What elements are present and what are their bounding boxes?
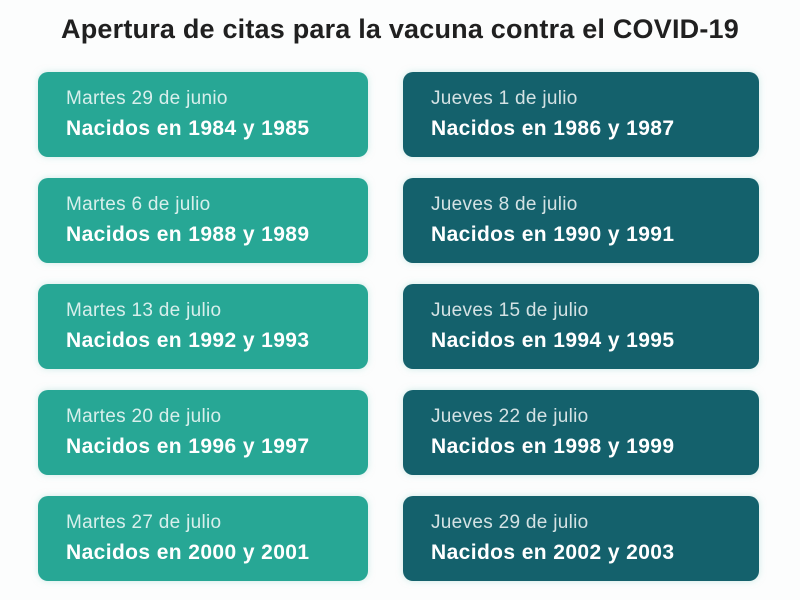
schedule-grid: Martes 29 de junio Nacidos en 1984 y 198… (38, 72, 759, 581)
card-date: Jueves 15 de julio (431, 300, 589, 321)
schedule-card: Jueves 29 de julio Nacidos en 2002 y 200… (403, 496, 759, 581)
card-date: Martes 20 de julio (66, 406, 222, 427)
card-cohort: Nacidos en 1994 y 1995 (431, 329, 675, 352)
schedule-card: Martes 27 de julio Nacidos en 2000 y 200… (38, 496, 368, 581)
schedule-card: Martes 13 de julio Nacidos en 1992 y 199… (38, 284, 368, 369)
schedule-card: Martes 6 de julio Nacidos en 1988 y 1989 (38, 178, 368, 263)
card-cohort: Nacidos en 2000 y 2001 (66, 541, 310, 564)
card-date: Jueves 8 de julio (431, 194, 578, 215)
schedule-card: Jueves 1 de julio Nacidos en 1986 y 1987 (403, 72, 759, 157)
schedule-card: Jueves 15 de julio Nacidos en 1994 y 199… (403, 284, 759, 369)
card-cohort: Nacidos en 1984 y 1985 (66, 117, 310, 140)
card-cohort: Nacidos en 1988 y 1989 (66, 223, 310, 246)
card-date: Martes 29 de junio (66, 88, 228, 109)
page-title: Apertura de citas para la vacuna contra … (61, 14, 739, 44)
card-cohort: Nacidos en 1998 y 1999 (431, 435, 675, 458)
schedule-card: Martes 20 de julio Nacidos en 1996 y 199… (38, 390, 368, 475)
schedule-card: Jueves 8 de julio Nacidos en 1990 y 1991 (403, 178, 759, 263)
schedule-card: Martes 29 de junio Nacidos en 1984 y 198… (38, 72, 368, 157)
card-date: Jueves 1 de julio (431, 88, 578, 109)
card-date: Martes 27 de julio (66, 512, 222, 533)
card-date: Martes 13 de julio (66, 300, 222, 321)
card-date: Jueves 22 de julio (431, 406, 589, 427)
card-cohort: Nacidos en 1996 y 1997 (66, 435, 310, 458)
card-cohort: Nacidos en 2002 y 2003 (431, 541, 675, 564)
card-cohort: Nacidos en 1990 y 1991 (431, 223, 675, 246)
card-cohort: Nacidos en 1992 y 1993 (66, 329, 310, 352)
card-date: Jueves 29 de julio (431, 512, 589, 533)
card-date: Martes 6 de julio (66, 194, 211, 215)
schedule-card: Jueves 22 de julio Nacidos en 1998 y 199… (403, 390, 759, 475)
card-cohort: Nacidos en 1986 y 1987 (431, 117, 675, 140)
